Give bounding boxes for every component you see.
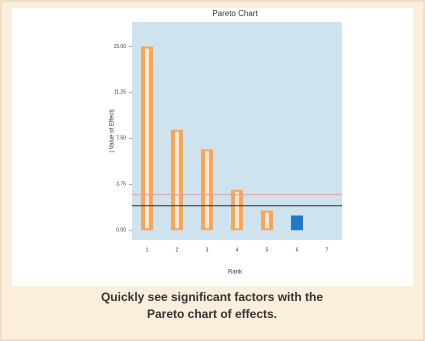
x-tick-label: 2	[176, 247, 179, 253]
bar-highlight	[235, 191, 239, 229]
y-tick-label: 7.50	[116, 136, 126, 142]
x-tick-label: 4	[236, 247, 239, 253]
bar-highlight	[145, 48, 149, 229]
x-axis-label: Rank	[228, 270, 243, 276]
chart-title: Pareto Chart	[212, 9, 258, 18]
bar-highlight	[205, 151, 209, 229]
y-tick-label: 3.75	[116, 182, 126, 188]
x-tick-label: 1	[146, 247, 149, 253]
bar	[291, 215, 303, 231]
y-tick-label: 15.00	[113, 44, 126, 50]
y-tick-label: 11.25	[114, 90, 126, 96]
x-tick-label: 6	[296, 247, 299, 253]
y-axis-label: | Value of Effect|	[110, 109, 116, 153]
x-tick-label: 7	[326, 247, 329, 253]
caption: Quickly see significant factors with the	[101, 290, 323, 304]
bar-highlight	[265, 212, 269, 229]
caption: Pareto chart of effects.	[147, 307, 277, 321]
x-tick-label: 5	[266, 247, 269, 253]
y-tick-label: 0.00	[116, 228, 126, 234]
bar-highlight	[175, 131, 179, 229]
x-tick-label: 3	[206, 247, 209, 253]
